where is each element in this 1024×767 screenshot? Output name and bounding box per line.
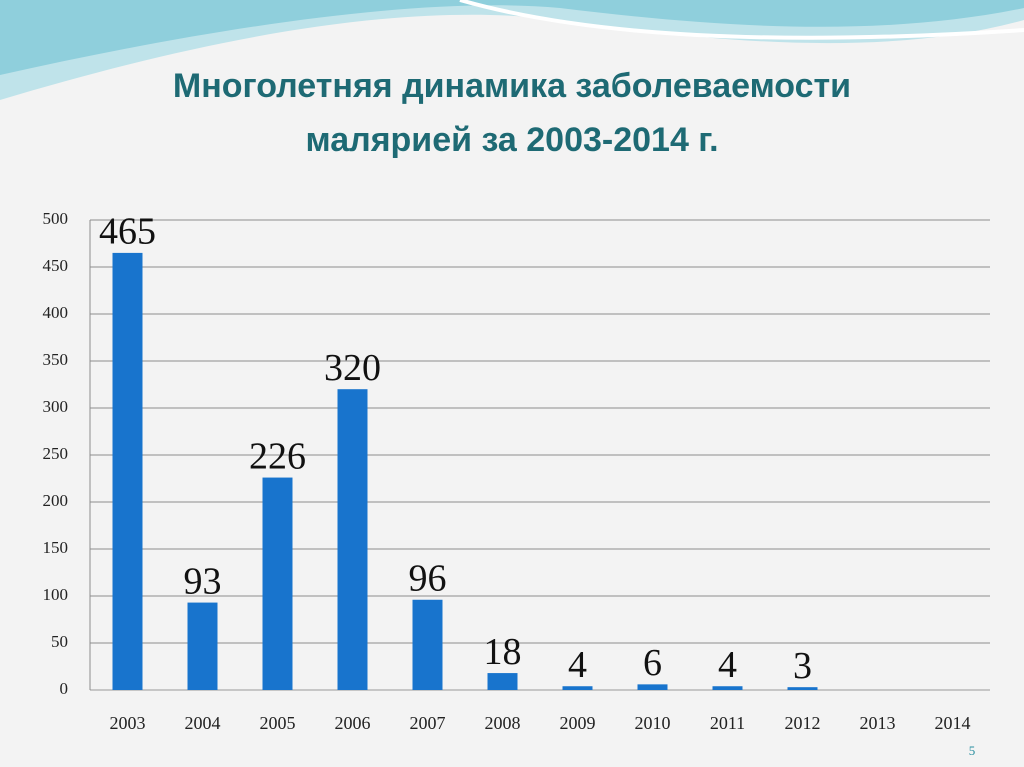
data-label: 3 [793, 645, 812, 687]
y-tick-label: 0 [60, 679, 69, 698]
y-tick-label: 50 [51, 632, 68, 651]
bar [712, 686, 743, 690]
x-tick-label: 2012 [785, 713, 821, 733]
y-tick-label: 450 [43, 256, 69, 275]
bar [337, 389, 368, 690]
data-label: 93 [184, 560, 222, 602]
x-tick-label: 2009 [560, 713, 596, 733]
y-tick-label: 300 [43, 397, 69, 416]
chart-title: малярией за 2003-2014 г. [305, 121, 718, 159]
x-tick-label: 2013 [860, 713, 896, 733]
data-label: 465 [99, 211, 156, 253]
data-label: 226 [249, 435, 306, 477]
bar [187, 602, 218, 690]
x-tick-label: 2008 [485, 713, 521, 733]
y-tick-label: 100 [43, 585, 69, 604]
data-label: 4 [718, 644, 737, 686]
x-tick-label: 2010 [635, 713, 671, 733]
y-tick-label: 400 [43, 303, 69, 322]
data-label: 96 [409, 557, 447, 599]
x-tick-label: 2011 [710, 713, 745, 733]
bar [112, 252, 143, 690]
y-tick-label: 350 [43, 350, 69, 369]
data-label: 320 [324, 347, 381, 389]
x-tick-label: 2003 [110, 713, 146, 733]
bar [562, 686, 593, 690]
x-tick-label: 2005 [260, 713, 296, 733]
bar [787, 687, 818, 690]
x-tick-label: 2007 [410, 713, 446, 733]
wave [0, 0, 1024, 75]
bar [487, 673, 518, 690]
data-label: 18 [484, 631, 522, 673]
data-label: 6 [643, 642, 662, 684]
y-tick-label: 250 [43, 444, 69, 463]
x-tick-label: 2014 [935, 713, 971, 733]
slide-number: 5 [969, 743, 976, 758]
bar [412, 599, 443, 690]
data-label: 4 [568, 644, 587, 686]
y-tick-label: 500 [43, 209, 69, 228]
chart-title: Многолетняя динамика заболеваемости [173, 67, 851, 105]
y-tick-label: 200 [43, 491, 69, 510]
bar [262, 477, 293, 690]
x-tick-label: 2004 [185, 713, 221, 733]
bar [637, 684, 668, 690]
y-tick-label: 150 [43, 538, 69, 557]
wave-line [459, 0, 1024, 40]
x-tick-label: 2006 [335, 713, 371, 733]
